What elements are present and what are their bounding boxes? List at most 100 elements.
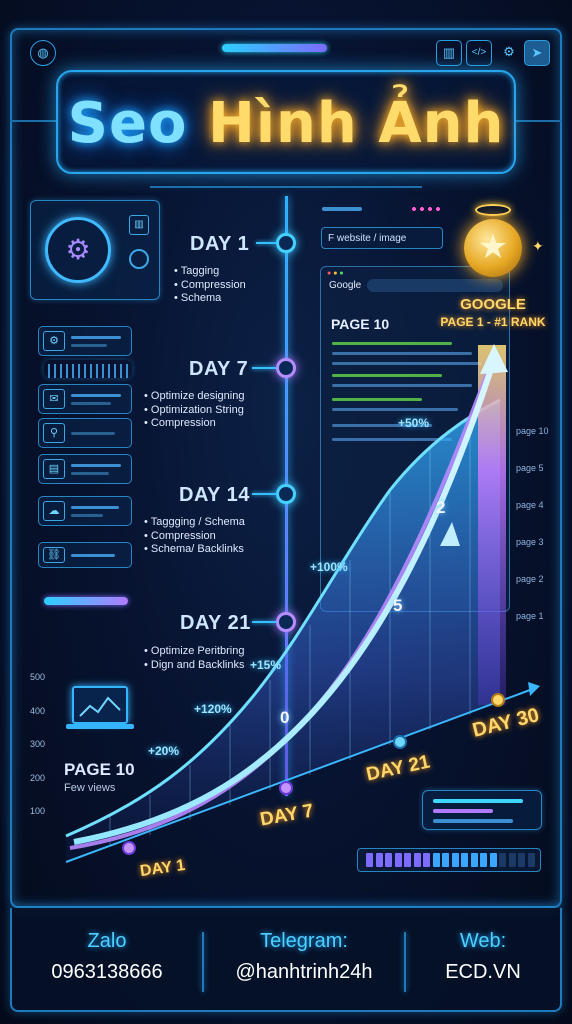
link-icon: ⛓ xyxy=(43,547,65,563)
contact-web[interactable]: Web: ECD.VN xyxy=(445,930,521,983)
title-part-1: Seo xyxy=(67,91,188,156)
timeline-node-day1 xyxy=(276,233,296,253)
rank-axis-label: page 4 xyxy=(516,500,544,510)
level-meter xyxy=(357,848,541,872)
growth-label: +20% xyxy=(148,744,180,758)
serp-page-tag: PAGE 10 xyxy=(331,316,390,332)
rank-axis-label: page 1 xyxy=(516,611,544,621)
mini-chart-icon: ▥ xyxy=(129,215,149,235)
timeline-day-label: DAY 7 xyxy=(189,358,249,380)
meter-segment xyxy=(413,853,421,867)
contact-zalo[interactable]: Zalo 0963138666 xyxy=(51,930,163,983)
timeline-items-day14: Taggging / SchemaCompressionSchema/ Back… xyxy=(144,516,245,557)
meter-segment xyxy=(375,853,383,867)
laptop-icon xyxy=(72,686,128,724)
views-axis-label: 100 xyxy=(30,806,46,816)
bar-chart-icon: ▥ xyxy=(436,40,462,66)
send-icon: ➤ xyxy=(524,40,550,66)
views-axis-label: 500 xyxy=(30,672,46,682)
point-day30 xyxy=(491,693,505,707)
side-row-mail: ✉ xyxy=(38,384,132,414)
meter-segment xyxy=(442,853,449,867)
growth-area xyxy=(66,400,500,860)
growth-label: +120% xyxy=(194,702,232,716)
mini-dial-icon xyxy=(129,249,149,269)
search-engine-logo: Google xyxy=(329,280,362,291)
title-part-2: Hình Ảnh xyxy=(207,91,505,156)
gear-icon: ⚙ xyxy=(503,44,515,59)
sparkle-icon: ✦ xyxy=(532,238,544,254)
start-state: PAGE 10 Few views xyxy=(64,760,135,794)
trend-arrow xyxy=(73,359,497,845)
views-axis-label: 400 xyxy=(30,705,46,716)
meter-segment xyxy=(480,853,487,867)
x-axis-line xyxy=(65,689,531,863)
rank-axis-label: page 10 xyxy=(516,426,549,436)
gear-dial-icon: ⚙ xyxy=(45,217,111,283)
rank-axis-label: page 2 xyxy=(516,574,544,584)
side-row-cloud: ☁ xyxy=(38,496,132,526)
point-day1 xyxy=(122,841,136,855)
side-row-doc: ▤ xyxy=(38,454,132,484)
cloud-icon: ☁ xyxy=(43,501,65,521)
outer-frame xyxy=(10,28,562,908)
step-number: 2 xyxy=(436,498,446,517)
search-input[interactable]: F website / image xyxy=(321,227,443,249)
growth-label: +100% xyxy=(310,560,348,574)
meter-segment xyxy=(489,853,497,867)
side-row-settings: ⚙ xyxy=(38,326,132,356)
contact-telegram[interactable]: Telegram: @hanhtrinh24h xyxy=(235,930,373,983)
google-rank-badge: GOOGLE PAGE 1 - #1 RANK xyxy=(440,296,546,329)
side-row-pin: ⚲ xyxy=(38,418,132,448)
meter-segment xyxy=(394,853,402,867)
point-day7 xyxy=(279,781,293,795)
circuit-line xyxy=(150,186,422,188)
views-axis-label: 300 xyxy=(30,739,46,749)
views-axis-label: 200 xyxy=(30,772,46,783)
growth-label: +15% xyxy=(250,658,282,672)
mini-bars xyxy=(44,360,132,378)
halo-icon xyxy=(475,204,511,216)
status-panel xyxy=(422,790,542,830)
side-row-link: ⛓ xyxy=(38,542,132,568)
document-icon: ▤ xyxy=(43,459,65,479)
meter-segment xyxy=(461,853,468,867)
circuit-line xyxy=(10,120,56,122)
meter-segment xyxy=(366,853,373,867)
dashboard-panel: ⚙ ▥ xyxy=(30,200,160,300)
trend-arrowhead xyxy=(480,344,508,374)
meter-segment xyxy=(385,853,392,867)
step-number: 5 xyxy=(393,596,403,615)
meter-segment xyxy=(423,853,430,867)
meter-segment xyxy=(451,853,459,867)
timeline-items-day21: Optimize PeritbringDign and Backlinks xyxy=(144,645,245,672)
meter-segment xyxy=(432,853,440,867)
point-day21 xyxy=(393,735,407,749)
rank-axis-label: page 3 xyxy=(516,537,544,547)
timeline-node-day7 xyxy=(276,358,296,378)
meter-segment xyxy=(404,853,411,867)
image-icon: ✉ xyxy=(43,389,65,409)
gear-icon: ⚙ xyxy=(43,331,65,351)
timeline-day-label: DAY 14 xyxy=(179,484,250,506)
top-progress-bar xyxy=(222,44,327,52)
timeline-items-day1: TaggingCompressionSchema xyxy=(174,265,246,306)
meter-segment xyxy=(518,853,525,867)
step-number: 0 xyxy=(280,708,290,727)
timeline-day-label: DAY 21 xyxy=(180,612,251,634)
meter-segment xyxy=(527,853,535,867)
meter-segment xyxy=(508,853,516,867)
circuit-line xyxy=(516,120,562,122)
top-bar: ◍ ▥ </> ⚙ ➤ xyxy=(22,36,550,70)
star-badge-icon: ★ xyxy=(464,219,522,277)
browser-search-bar[interactable] xyxy=(367,279,503,292)
code-icon: </> xyxy=(466,40,492,66)
laptop-base xyxy=(66,724,134,729)
growth-label: +50% xyxy=(398,416,430,430)
pin-icon: ⚲ xyxy=(43,423,65,443)
globe-icon: ◍ xyxy=(30,40,56,66)
timeline-node-day21 xyxy=(276,612,296,632)
contact-footer: Zalo 0963138666 Telegram: @hanhtrinh24h … xyxy=(10,908,562,1012)
